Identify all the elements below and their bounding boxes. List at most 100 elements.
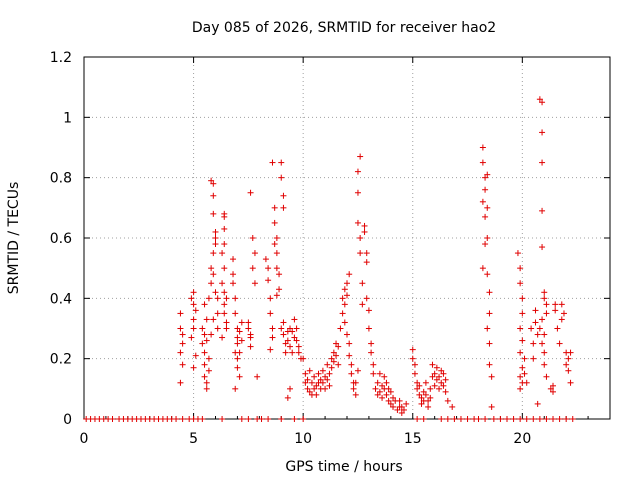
data-point: [530, 340, 537, 347]
data-point: [438, 379, 445, 386]
data-point: [374, 391, 381, 398]
data-point: [221, 310, 228, 317]
data-point: [475, 416, 482, 422]
data-point: [348, 370, 355, 377]
data-point: [385, 397, 392, 404]
data-point: [247, 331, 254, 338]
data-point: [354, 168, 361, 175]
data-point: [245, 319, 252, 326]
data-point: [315, 370, 322, 377]
data-point: [484, 325, 491, 332]
data-point: [273, 235, 280, 241]
data-point: [330, 358, 337, 365]
data-point: [203, 385, 210, 392]
data-point: [205, 295, 212, 302]
data-point: [291, 334, 298, 341]
data-point: [379, 394, 386, 401]
data-point: [442, 388, 449, 395]
data-point: [291, 416, 298, 422]
data-point: [528, 325, 535, 332]
data-point: [210, 250, 217, 257]
data-point: [569, 416, 576, 422]
data-point: [265, 265, 272, 272]
data-point: [521, 355, 528, 362]
data-point: [284, 337, 291, 344]
data-point: [205, 367, 212, 374]
data-point: [330, 349, 337, 356]
data-point: [247, 343, 254, 350]
data-point: [214, 310, 221, 317]
data-point: [444, 397, 451, 404]
data-point: [306, 388, 313, 395]
data-point: [212, 235, 219, 241]
data-point: [370, 370, 377, 377]
data-point: [203, 379, 210, 386]
x-tick-label: 5: [189, 431, 198, 447]
data-point: [543, 373, 550, 380]
data-point: [484, 271, 491, 278]
data-point: [436, 373, 443, 380]
data-point: [539, 129, 546, 136]
data-point: [324, 376, 331, 383]
data-point: [442, 376, 449, 383]
data-point: [350, 385, 357, 392]
y-tick-label: 1: [63, 110, 72, 126]
x-tick-label: 0: [80, 431, 89, 447]
data-point: [282, 349, 289, 356]
data-point: [280, 319, 287, 326]
data-point: [199, 340, 206, 347]
data-point: [379, 382, 386, 389]
data-point: [539, 159, 546, 166]
data-point: [517, 416, 524, 422]
data-point: [344, 292, 350, 299]
data-point: [208, 331, 215, 338]
data-point: [484, 171, 491, 178]
data-point: [212, 241, 219, 248]
data-point: [269, 159, 276, 166]
data-point: [433, 364, 440, 371]
y-tick-label: 1.2: [50, 50, 72, 66]
data-point: [541, 289, 548, 296]
data-point: [265, 277, 272, 284]
data-point: [302, 370, 309, 377]
data-point: [238, 319, 245, 326]
data-point: [567, 379, 574, 386]
data-point: [436, 385, 443, 392]
data-point: [324, 361, 331, 368]
data-point: [532, 307, 539, 314]
data-point: [302, 379, 309, 386]
data-point: [530, 355, 537, 362]
data-point: [313, 382, 320, 389]
data-point: [409, 355, 416, 362]
data-point: [534, 400, 541, 407]
data-point: [425, 397, 432, 404]
data-point: [311, 373, 318, 380]
data-point: [190, 301, 197, 308]
data-point: [543, 310, 550, 317]
data-point: [273, 292, 280, 299]
data-point: [267, 346, 274, 353]
data-point: [482, 174, 489, 181]
data-point: [416, 382, 423, 389]
data-point: [326, 382, 333, 389]
data-point: [534, 331, 541, 338]
data-point: [326, 370, 333, 377]
data-point: [541, 295, 548, 302]
data-point: [190, 325, 197, 332]
data-point: [179, 340, 186, 347]
data-point: [273, 265, 280, 272]
data-point: [346, 352, 353, 359]
data-point: [440, 370, 447, 377]
chart-title: Day 085 of 2026, SRMTID for receiver hao…: [192, 20, 496, 36]
data-point: [536, 325, 543, 332]
x-tick-label: 20: [513, 431, 531, 447]
data-point: [352, 379, 359, 386]
data-point: [519, 295, 526, 302]
data-point: [354, 367, 361, 374]
data-point: [552, 301, 559, 308]
data-point: [365, 325, 372, 332]
data-point: [201, 361, 208, 368]
data-point: [177, 310, 184, 317]
data-point: [560, 310, 567, 317]
data-point: [486, 361, 493, 368]
